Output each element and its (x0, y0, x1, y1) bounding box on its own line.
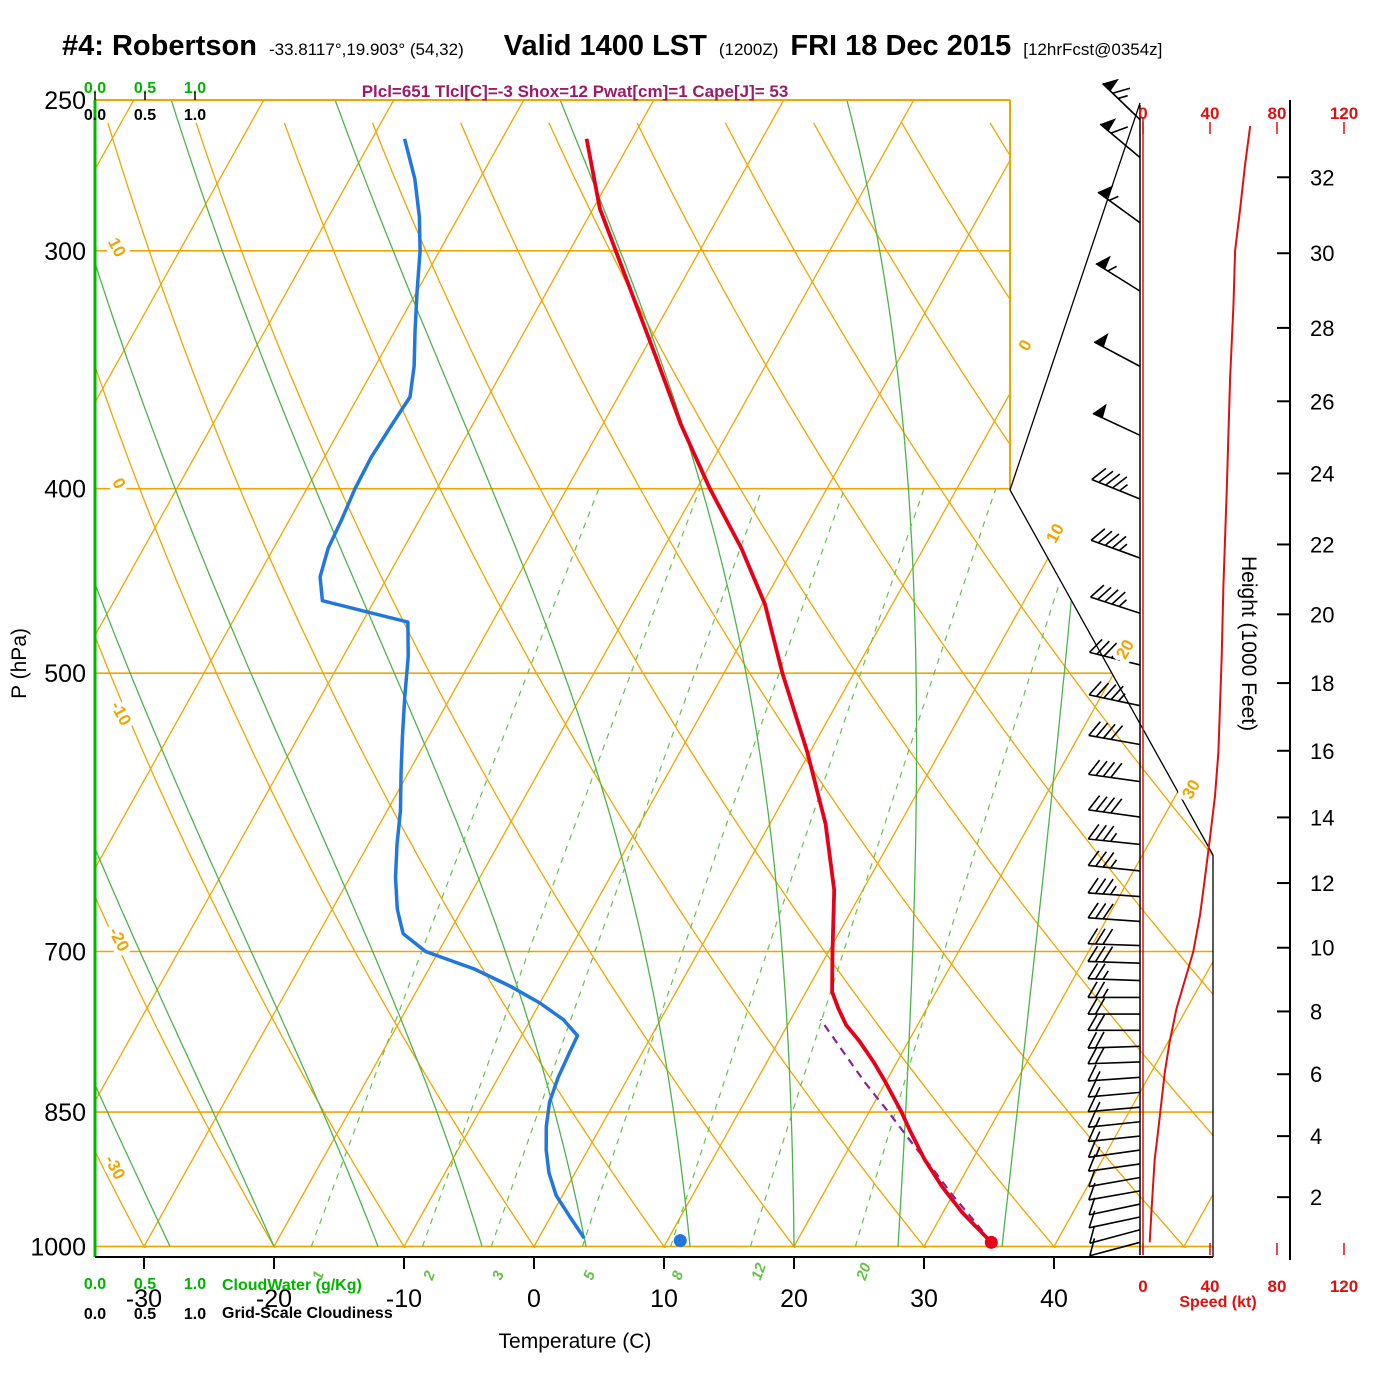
cloudwater-scale-tick: 0.0 (84, 1276, 106, 1293)
height-tick-label: 28 (1310, 316, 1334, 341)
surface-temp-dot (984, 1235, 998, 1249)
height-tick-label: 10 (1310, 936, 1334, 961)
speed-profile (1148, 125, 1252, 1243)
isotherm-label: 0 (1015, 337, 1036, 354)
speed-tick-label: 0 (1138, 1277, 1147, 1296)
pressure-tick-label: 250 (44, 87, 86, 115)
pressure-tick-label: 400 (44, 476, 86, 504)
cloudiness-scale-tick: 1.0 (184, 1306, 206, 1323)
plot-boundary (1009, 102, 1141, 491)
cloudiness-scale-tick: 0.0 (84, 1306, 106, 1323)
cloudiness-scale-tick: 1.0 (184, 107, 206, 124)
pressure-tick-label: 850 (44, 1099, 86, 1127)
height-tick-label: 2 (1310, 1185, 1322, 1210)
height-tick-label: 22 (1310, 532, 1334, 557)
temp-tick-label: -20 (256, 1285, 292, 1313)
speed-tick-label: 80 (1268, 104, 1287, 123)
cloudwater-scale-tick: 1.0 (184, 1276, 206, 1293)
speed-tick-label: 80 (1268, 1277, 1287, 1296)
height-tick-label: 32 (1310, 165, 1334, 190)
pressure-tick-label: 700 (44, 938, 86, 966)
isotherm-label: 10 (1042, 520, 1068, 546)
valid-date: FRI 18 Dec 2015 (790, 30, 1012, 62)
height-tick-label: 30 (1310, 241, 1334, 266)
mixing-ratio-label: 12 (748, 1260, 770, 1282)
height-axis-label: Height (1000 Feet) (1237, 556, 1260, 732)
temp-tick-label: 40 (1040, 1285, 1068, 1313)
dry-adiabat-label: -30 (101, 1152, 129, 1183)
height-tick-label: 6 (1310, 1062, 1322, 1087)
forecast-tag: [12hrFcst@0354z] (1023, 40, 1163, 59)
mixing-ratio-label: 20 (853, 1260, 875, 1283)
background-grid (95, 100, 1213, 1248)
station-coords: -33.8117°,19.903° (54,32) (268, 40, 464, 59)
temp-tick-label: 20 (780, 1285, 808, 1313)
temperature-axis-label: Temperature (C) (498, 1330, 652, 1353)
height-tick-label: 26 (1310, 389, 1334, 414)
cloudwater-scale-tick: 0.5 (134, 80, 156, 97)
speed-tick-label: 0 (1138, 104, 1147, 123)
height-tick-label: 14 (1310, 805, 1334, 830)
speed-tick-label: 40 (1201, 104, 1220, 123)
temp-tick-label: -10 (386, 1285, 422, 1313)
dewpoint-trace (318, 138, 586, 1240)
height-tick-label: 20 (1310, 602, 1334, 627)
speed-tick-label: 120 (1330, 104, 1358, 123)
mixing-ratio-label: 5 (580, 1268, 599, 1282)
mixing-ratio-label: 2 (420, 1268, 439, 1283)
dry-adiabat-label: 10 (104, 235, 130, 261)
cloudwater-scale-tick: 1.0 (184, 80, 206, 97)
cloudiness-axis-label: Grid-Scale Cloudiness (222, 1305, 393, 1322)
height-tick-label: 4 (1310, 1124, 1322, 1149)
valid-time: Valid 1400 LST (503, 30, 707, 62)
speed-tick-label: 40 (1201, 1277, 1220, 1296)
height-tick-label: 18 (1310, 671, 1334, 696)
station-title: #4: Robertson (62, 30, 257, 62)
stability-indices: Plcl=651 Tlcl[C]=-3 Shox=12 Pwat[cm]=1 C… (361, 82, 789, 101)
speed-tick-label: 120 (1330, 1277, 1358, 1296)
wind-barbs (1087, 78, 1141, 1257)
temp-tick-label: 30 (910, 1285, 938, 1313)
mixing-ratio-label: 8 (668, 1268, 687, 1282)
height-tick-label: 8 (1310, 999, 1322, 1024)
mixing-ratio-label: 3 (489, 1268, 508, 1282)
temperature-trace (584, 138, 993, 1244)
height-tick-label: 12 (1310, 871, 1334, 896)
cloudiness-scale-tick: 0.0 (84, 107, 106, 124)
surface-dewpoint-dot (673, 1234, 687, 1248)
cloudwater-scale-tick: 0.5 (134, 1276, 156, 1293)
cloudwater-scale-tick: 0.0 (84, 80, 106, 97)
speed-axis-label: Speed (kt) (1179, 1294, 1257, 1311)
height-tick-label: 16 (1310, 739, 1334, 764)
temp-tick-label: 0 (527, 1285, 541, 1313)
pressure-tick-label: 1000 (30, 1233, 86, 1261)
cloudwater-axis-label: CloudWater (g/Kg) (222, 1277, 362, 1294)
pressure-tick-label: 500 (44, 660, 86, 688)
temp-tick-label: 10 (650, 1285, 678, 1313)
pressure-axis-label: P (hPa) (8, 628, 31, 699)
parcel-trace (819, 1018, 993, 1243)
valid-zulu: (1200Z) (718, 40, 779, 59)
pressure-tick-label: 300 (44, 238, 86, 266)
temp-tick-label: -30 (126, 1285, 162, 1313)
cloudiness-scale-tick: 0.5 (134, 107, 156, 124)
cloudiness-scale-tick: 0.5 (134, 1306, 156, 1323)
title-bar: #4: Robertson -33.8117°,19.903° (54,32) … (62, 30, 1162, 63)
height-tick-label: 24 (1310, 461, 1334, 486)
